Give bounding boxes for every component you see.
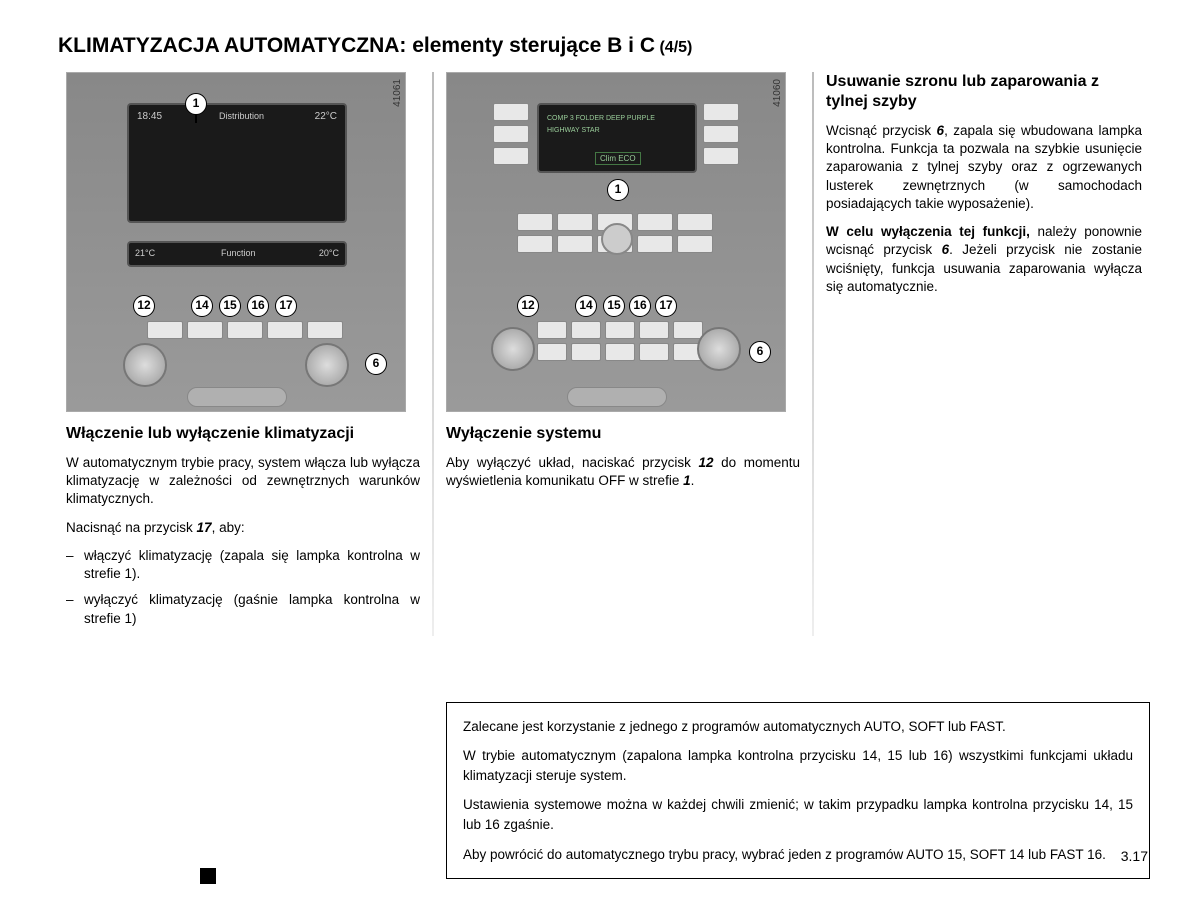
callout-1b: 1	[607, 179, 629, 201]
note-wrapper: Zalecane jest korzystanie z jednego z pr…	[446, 702, 1150, 879]
footer-tab	[200, 868, 216, 884]
callout-14: 14	[191, 295, 213, 317]
col1-li1: włączyć klimatyzację (zapala się lampka …	[66, 547, 420, 583]
col3-p2: W celu wyłączenia tej funkcji, należy po…	[826, 223, 1142, 296]
callout-17: 17	[275, 295, 297, 317]
callout-16: 16	[247, 295, 269, 317]
divider-2	[812, 72, 814, 636]
callout-17b: 17	[655, 295, 677, 317]
col1-li2: wyłączyć klimatyzację (gaśnie lampka kon…	[66, 591, 420, 627]
callout-16b: 16	[629, 295, 651, 317]
callout-6: 6	[365, 353, 387, 375]
title-row: KLIMATYZACJA AUTOMATYCZNA: elementy ster…	[58, 34, 1150, 58]
note-p1: Zalecane jest korzystanie z jednego z pr…	[463, 717, 1133, 737]
note-p3: Ustawienia systemowe można w każdej chwi…	[463, 795, 1133, 834]
note-p2: W trybie automatycznym (zapalona lampka …	[463, 746, 1133, 785]
col3-p1: Wcisnąć przycisk 6, zapala się wbudowana…	[826, 122, 1142, 213]
col1-p2: Nacisnąć na przycisk 17, aby:	[66, 519, 420, 537]
callout-1: 1	[185, 93, 207, 115]
screen-label: Distribution	[219, 111, 264, 121]
page-number: 3.17	[1121, 848, 1148, 864]
col2-p1: Aby wyłączyć układ, naciskać przycisk 12…	[446, 454, 800, 490]
image-code-1: 41061	[392, 79, 403, 107]
col1-heading: Włączenie lub wyłączenie klimatyzacji	[66, 424, 420, 444]
figure-b: 18:45 Distribution 22°C 21°C Function 20…	[66, 72, 406, 412]
note-p4: Aby powrócić do automatycznego trybu pra…	[463, 845, 1133, 865]
column-3: Usuwanie szronu lub zaparowania z tylnej…	[818, 72, 1150, 636]
screen-temp: 22°C	[315, 111, 337, 122]
callout-6b: 6	[749, 341, 771, 363]
callout-15: 15	[219, 295, 241, 317]
callout-12b: 12	[517, 295, 539, 317]
columns: 18:45 Distribution 22°C 21°C Function 20…	[58, 72, 1150, 636]
col3-heading: Usuwanie szronu lub zaparowania z tylnej…	[826, 72, 1142, 112]
page-title-suffix: (4/5)	[659, 39, 692, 56]
divider-1	[432, 72, 434, 636]
column-2: COMP 3 FOLDER DEEP PURPLE HIGHWAY STAR C…	[438, 72, 808, 636]
callout-15b: 15	[603, 295, 625, 317]
page: KLIMATYZACJA AUTOMATYCZNA: elementy ster…	[0, 0, 1200, 909]
image-code-2: 41060	[772, 79, 783, 107]
column-1: 18:45 Distribution 22°C 21°C Function 20…	[58, 72, 428, 636]
callout-14b: 14	[575, 295, 597, 317]
note-box: Zalecane jest korzystanie z jednego z pr…	[446, 702, 1150, 879]
col1-list: włączyć klimatyzację (zapala się lampka …	[66, 547, 420, 628]
figure-c: COMP 3 FOLDER DEEP PURPLE HIGHWAY STAR C…	[446, 72, 786, 412]
col2-heading: Wyłączenie systemu	[446, 424, 800, 444]
page-title: KLIMATYZACJA AUTOMATYCZNA: elementy ster…	[58, 34, 655, 57]
screen-time: 18:45	[137, 111, 162, 122]
callout-12: 12	[133, 295, 155, 317]
col1-p1: W automatycznym trybie pracy, system włą…	[66, 454, 420, 509]
